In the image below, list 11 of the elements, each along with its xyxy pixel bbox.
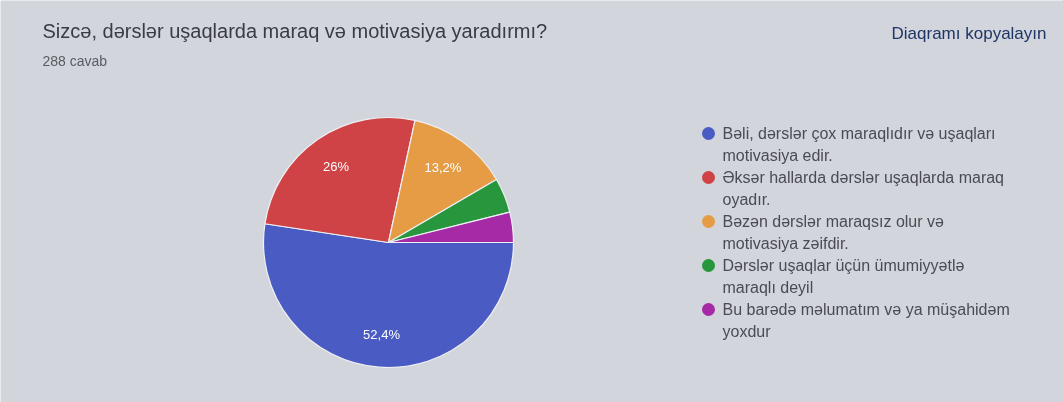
legend-label: Əksər hallarda dərslər uşaqlarda maraq oyadır. [722, 169, 1005, 208]
text: Diaqramı kopyalayın [891, 24, 1047, 43]
legend-label: Bəli, dərslər çox maraqlıdır və uşaqları motivasiya edir. [722, 125, 996, 164]
legend-label: Dərslər uşaqlar üçün ümumiyyətlə maraqlı deyil [722, 257, 965, 296]
data-label: 52,4% [363, 327, 401, 343]
legend-label: Bəzən dərslər maraqsız olur və motivasiya zəifdir. [722, 213, 945, 252]
chart-title: Sizcə, dərslər uşaqlarda maraq və motivasiya yaradırmı? [42, 19, 548, 42]
text: 288 cavab [42, 52, 108, 69]
data-label: 26% [323, 158, 350, 174]
legend-label: Bu barədə məlumatım və ya müşahidəm yoxdur [722, 301, 1010, 340]
data-label: 13,2% [424, 160, 462, 176]
